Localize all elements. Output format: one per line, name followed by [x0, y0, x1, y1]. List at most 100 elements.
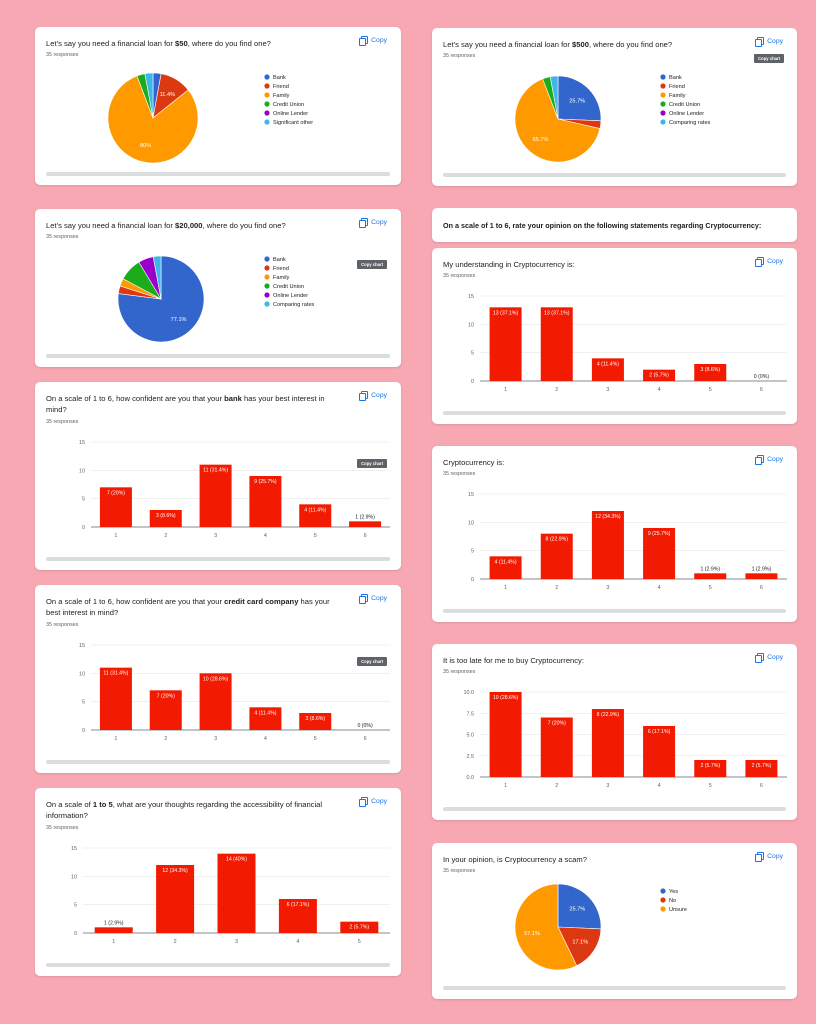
- bar[interactable]: [217, 853, 256, 933]
- bar[interactable]: [156, 865, 195, 933]
- pie-slice-no[interactable]: [557, 926, 602, 967]
- copy-button[interactable]: Copy: [359, 36, 387, 46]
- copy-button[interactable]: Copy: [755, 852, 783, 862]
- slice-data-label: 65.7%: [533, 137, 549, 143]
- copy-button[interactable]: Copy: [755, 455, 783, 465]
- bar[interactable]: [489, 556, 522, 579]
- bar-data-label: 14 (40%): [226, 857, 247, 863]
- legend-swatch: [264, 110, 270, 116]
- bar[interactable]: [540, 533, 573, 579]
- horizontal-scrollbar[interactable]: [46, 354, 390, 358]
- horizontal-scrollbar[interactable]: [443, 411, 786, 415]
- bar-data-label: 2 (5.7%): [649, 373, 669, 379]
- pie-slice-family[interactable]: [107, 75, 199, 164]
- copy-chart-tooltip: Copy chart: [357, 657, 387, 666]
- horizontal-scrollbar[interactable]: [443, 173, 786, 177]
- copy-button[interactable]: Copy: [359, 594, 387, 604]
- bar[interactable]: [249, 707, 282, 730]
- bar[interactable]: [489, 692, 522, 777]
- bar[interactable]: [694, 364, 727, 381]
- slice-data-label: 80%: [140, 143, 151, 149]
- pie-slice-bank[interactable]: [117, 255, 205, 343]
- legend-swatch: [264, 265, 270, 271]
- bar[interactable]: [99, 487, 132, 527]
- horizontal-scrollbar[interactable]: [46, 557, 390, 561]
- x-tick-label: 6: [364, 533, 367, 539]
- pie-slice-family[interactable]: [514, 78, 601, 163]
- bar[interactable]: [349, 521, 382, 527]
- copy-label: Copy: [371, 392, 387, 399]
- bar-data-label: 4 (11.4%): [254, 710, 276, 716]
- x-tick-label: 2: [555, 585, 558, 591]
- horizontal-scrollbar[interactable]: [443, 609, 786, 613]
- legend-label: Significant other: [273, 120, 313, 126]
- response-count: 35 responses: [443, 669, 476, 675]
- copy-label: Copy: [371, 219, 387, 226]
- bar[interactable]: [99, 667, 132, 730]
- bar[interactable]: [745, 760, 778, 777]
- bar[interactable]: [489, 307, 522, 381]
- horizontal-scrollbar[interactable]: [443, 807, 786, 811]
- bar[interactable]: [643, 528, 676, 579]
- copy-button[interactable]: Copy: [755, 37, 783, 47]
- chart-title: In your opinion, is Cryptocurrency a sca…: [443, 855, 587, 864]
- bar[interactable]: [94, 927, 133, 933]
- response-count: 35 responses: [443, 273, 476, 279]
- bar[interactable]: [540, 307, 573, 381]
- bar[interactable]: [591, 358, 624, 381]
- bar[interactable]: [643, 369, 676, 381]
- bar-data-label: 1 (2.9%): [752, 566, 772, 572]
- horizontal-scrollbar[interactable]: [46, 172, 390, 176]
- pie-slice-significant-other[interactable]: [144, 72, 154, 119]
- bar[interactable]: [591, 511, 624, 579]
- legend-swatch: [660, 74, 666, 80]
- horizontal-scrollbar[interactable]: [443, 986, 786, 990]
- bar-data-label: 2 (5.7%): [752, 763, 772, 769]
- x-tick-label: 6: [760, 387, 763, 393]
- y-tick-label: 0: [82, 728, 85, 734]
- copy-button[interactable]: Copy: [359, 218, 387, 228]
- bar[interactable]: [694, 573, 727, 579]
- legend-swatch: [660, 92, 666, 98]
- y-tick-label: 5: [471, 549, 474, 555]
- pie-slice-comparing-rates[interactable]: [152, 255, 162, 300]
- copy-button[interactable]: Copy: [359, 797, 387, 807]
- bar[interactable]: [278, 899, 317, 933]
- horizontal-scrollbar[interactable]: [46, 963, 390, 967]
- legend-swatch: [264, 274, 270, 280]
- bar[interactable]: [249, 476, 282, 527]
- chart-title: On a scale of 1 to 6, how confident are …: [46, 394, 325, 414]
- chart-title: Let’s say you need a financial loan for …: [46, 39, 271, 48]
- x-tick-label: 3: [214, 533, 217, 539]
- bar[interactable]: [643, 726, 676, 777]
- bar[interactable]: [340, 921, 379, 933]
- bar[interactable]: [149, 690, 182, 730]
- y-tick-label: 0.0: [467, 775, 475, 781]
- horizontal-scrollbar[interactable]: [46, 760, 390, 764]
- y-tick-label: 5: [82, 700, 85, 706]
- x-tick-label: 3: [606, 585, 609, 591]
- pie-slice-comparing-rates[interactable]: [549, 75, 559, 120]
- bar[interactable]: [299, 713, 332, 730]
- pie-slice-unsure[interactable]: [514, 883, 578, 971]
- bar[interactable]: [591, 709, 624, 777]
- pie-slice-bank[interactable]: [557, 75, 602, 122]
- bar[interactable]: [745, 573, 778, 579]
- bar[interactable]: [694, 760, 727, 777]
- x-tick-label: 1: [504, 387, 507, 393]
- bar[interactable]: [149, 510, 182, 527]
- chart-card-loan-20000: Let’s say you need a financial loan for …: [35, 209, 401, 367]
- section-heading-card: On a scale of 1 to 6, rate your opinion …: [432, 208, 797, 242]
- pie-slice-yes[interactable]: [557, 883, 602, 930]
- copy-button[interactable]: Copy: [755, 257, 783, 267]
- bar[interactable]: [540, 717, 573, 778]
- bar[interactable]: [199, 673, 232, 730]
- legend-label: Family: [273, 275, 290, 281]
- bar-data-label: 10 (28.6%): [203, 676, 229, 682]
- copy-button[interactable]: Copy: [755, 653, 783, 663]
- copy-button[interactable]: Copy: [359, 391, 387, 401]
- bar[interactable]: [299, 504, 332, 527]
- copy-label: Copy: [371, 798, 387, 805]
- bar[interactable]: [199, 464, 232, 527]
- legend-label: Credit Union: [273, 284, 304, 290]
